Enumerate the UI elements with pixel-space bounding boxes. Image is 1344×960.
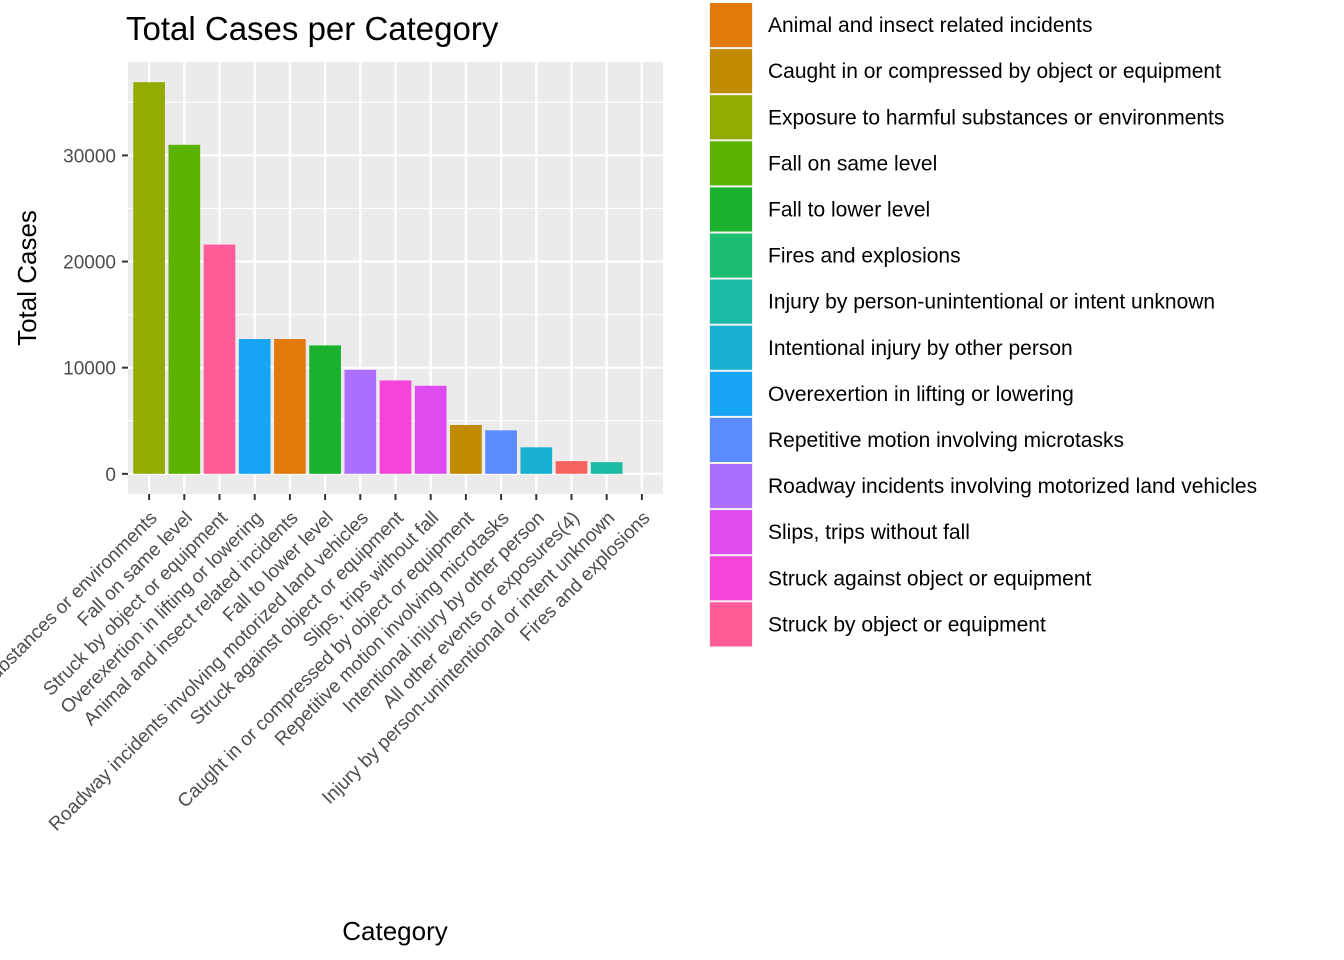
legend-label: Struck by object or equipment (768, 613, 1046, 636)
legend-label: Repetitive motion involving microtasks (768, 429, 1124, 452)
legend-swatch (710, 371, 752, 416)
legend-label: Exposure to harmful substances or enviro… (768, 106, 1224, 129)
y-axis: 0 10000 20000 30000 (63, 146, 128, 486)
chart-title: Total Cases per Category (126, 10, 499, 47)
legend-swatch (710, 233, 752, 278)
y-axis-title: Total Cases (12, 210, 42, 346)
legend-swatch (710, 510, 752, 555)
bar (238, 339, 271, 474)
legend-label: Intentional injury by other person (768, 337, 1073, 360)
legend-swatch (710, 417, 752, 462)
bar (168, 144, 201, 474)
y-tick-label: 0 (105, 465, 116, 486)
x-axis: Exposure to harmful substances or enviro… (0, 494, 654, 835)
bar (309, 345, 341, 474)
bar (133, 82, 165, 474)
legend-label: Fires and explosions (768, 245, 961, 268)
legend-label: Injury by person-unintentional or intent… (768, 291, 1215, 314)
y-tick-label: 30000 (63, 146, 116, 167)
legend-label: Slips, trips without fall (768, 521, 970, 544)
bar (450, 425, 482, 474)
bar (379, 380, 412, 474)
legend-swatch (710, 95, 752, 140)
legend-label: Struck against object or equipment (768, 567, 1092, 590)
bar (203, 244, 236, 474)
bar (520, 447, 553, 474)
y-tick-label: 10000 (63, 359, 116, 380)
legend-swatch (710, 464, 752, 509)
bar (590, 462, 623, 474)
bars (133, 82, 623, 474)
legend-swatch (710, 141, 752, 186)
x-axis-title: Category (342, 916, 448, 946)
bar (414, 385, 447, 474)
legend-swatch (710, 279, 752, 324)
legend-label: Roadway incidents involving motorized la… (768, 475, 1257, 498)
legend-swatch (710, 325, 752, 370)
bar (555, 461, 588, 474)
bar (274, 339, 306, 474)
bar (344, 369, 377, 474)
legend-swatch (710, 3, 752, 48)
legend-label: Overexertion in lifting or lowering (768, 383, 1074, 406)
legend-swatch (710, 49, 752, 94)
legend: Animal and insect related incidents Caugh… (709, 2, 1257, 648)
legend-swatch (710, 602, 752, 647)
y-tick-label: 20000 (63, 253, 116, 274)
legend-swatch (710, 187, 752, 232)
legend-swatch (710, 556, 752, 601)
legend-label: Fall to lower level (768, 198, 930, 221)
bar (485, 430, 517, 474)
legend-label: Animal and insect related incidents (768, 14, 1093, 37)
legend-label: Caught in or compressed by object or equ… (768, 60, 1221, 83)
legend-label: Fall on same level (768, 152, 937, 175)
